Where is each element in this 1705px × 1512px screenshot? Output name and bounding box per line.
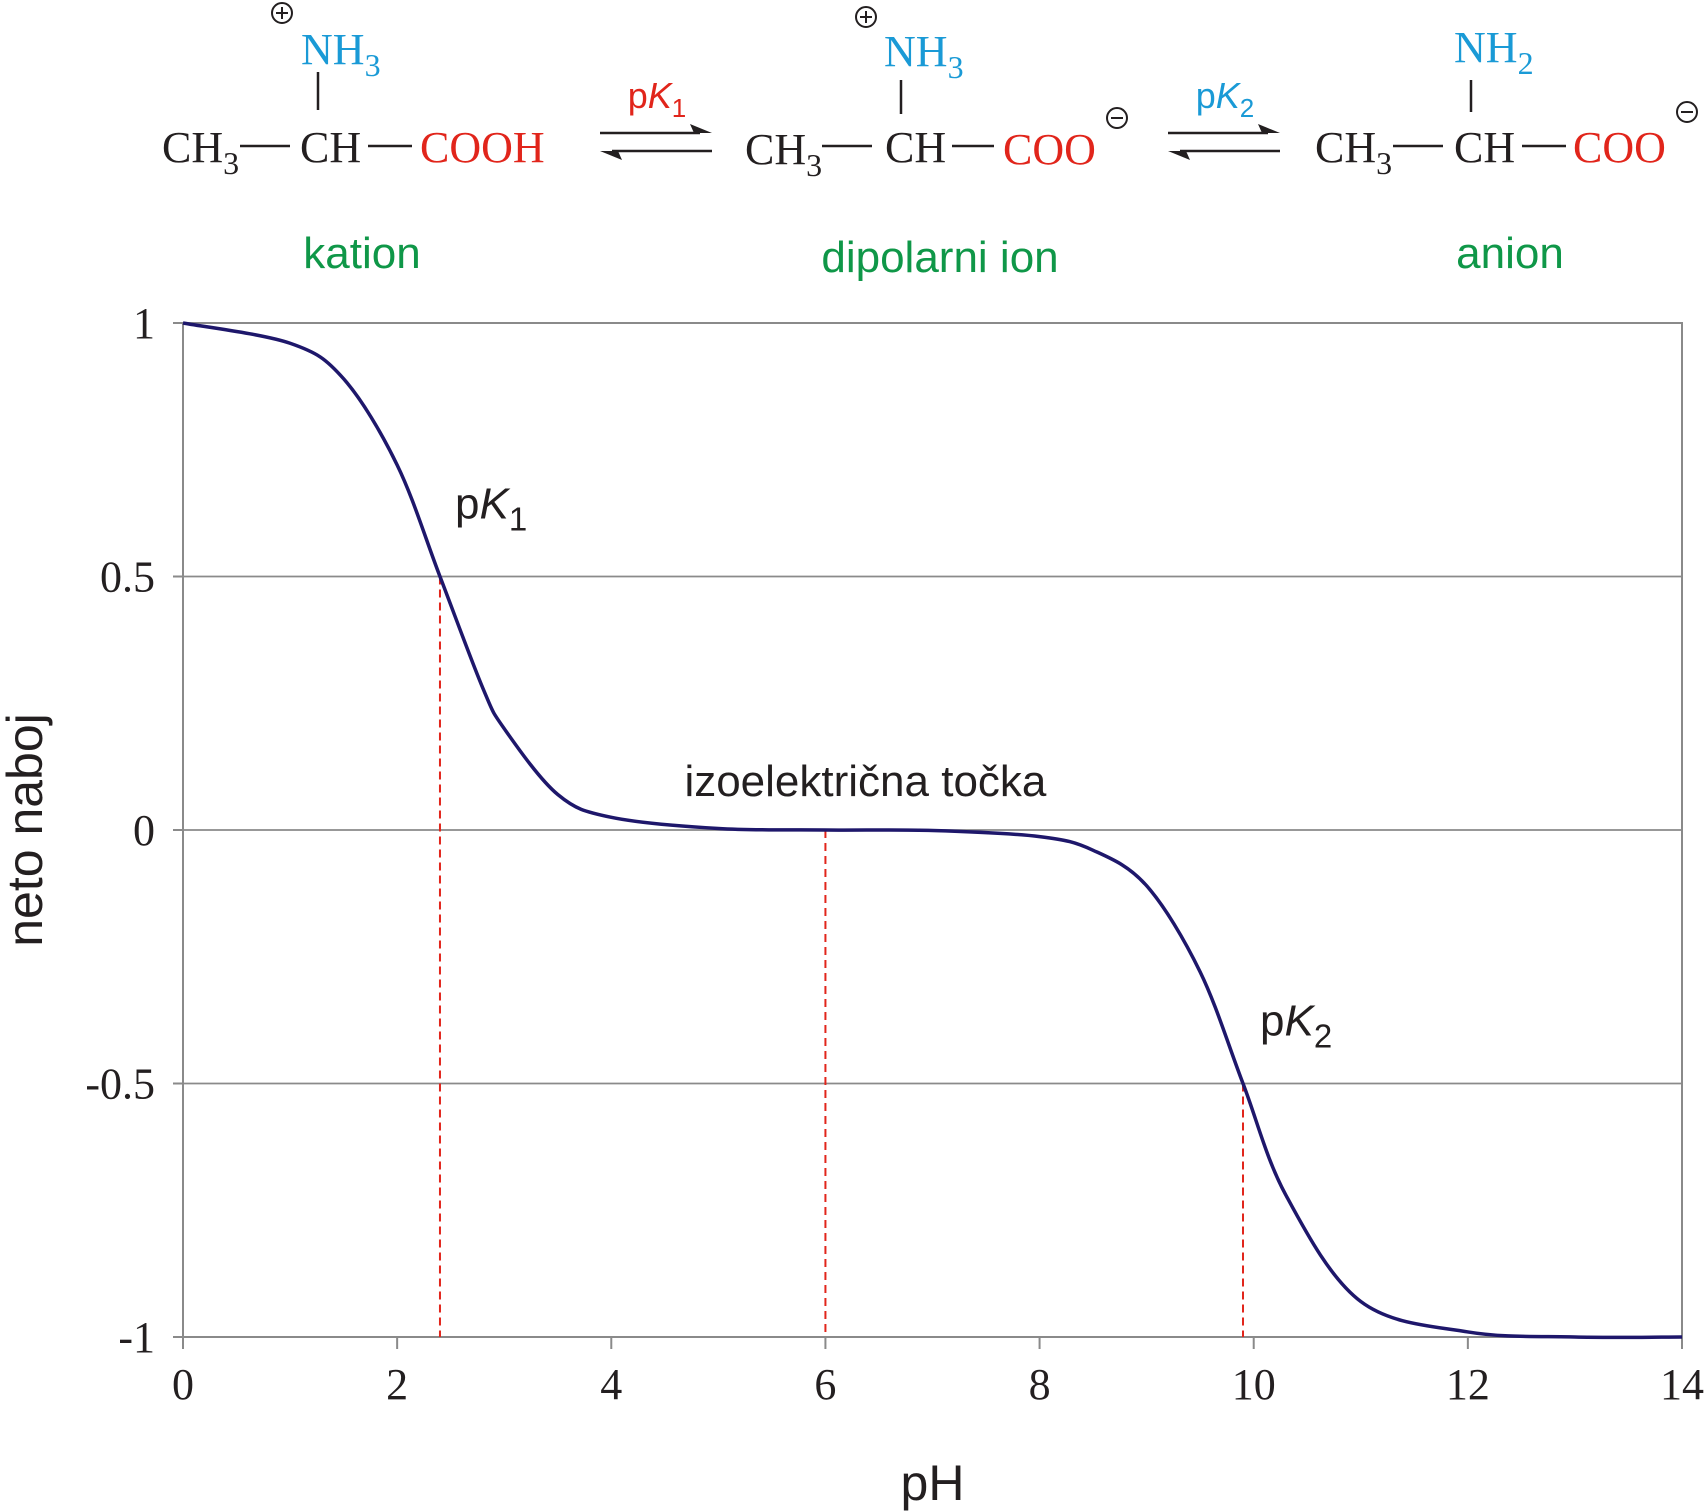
x-tick-label: 0 (172, 1360, 194, 1409)
positive-charge-icon (271, 2, 293, 24)
y-tick-label: -0.5 (85, 1060, 155, 1109)
carboxylate-group: COO (1573, 123, 1666, 172)
x-tick-label: 14 (1660, 1360, 1704, 1409)
x-tick-label: 8 (1029, 1360, 1051, 1409)
y-tick-label: 1 (133, 299, 155, 348)
methyl-group: CH3 (745, 125, 822, 183)
species-label-cation: kation (303, 229, 420, 278)
species-anion: CH3 CH COO NH2 anion (1315, 23, 1698, 278)
axes (173, 322, 1683, 1349)
amino-group: NH3 (301, 25, 381, 83)
net-charge-curve (182, 321, 1683, 1340)
x-tick-label: 12 (1446, 1360, 1490, 1409)
negative-charge-icon (1106, 107, 1128, 129)
carboxyl-group: COOH (420, 123, 545, 172)
x-tick-label: 10 (1232, 1360, 1276, 1409)
annotation-pk1: pK1 (455, 480, 527, 538)
guide-lines (438, 576, 1245, 1337)
y-axis-label: neto naboj (0, 713, 53, 947)
x-tick-label: 6 (814, 1360, 836, 1409)
amino-group: NH2 (1454, 23, 1534, 81)
methyl-group: CH3 (162, 123, 239, 181)
species-label-anion: anion (1456, 229, 1564, 278)
reaction-scheme: CH3 CH COOH NH3 kation pK1 CH3 (162, 2, 1698, 282)
species-label-zwitterion: dipolarni ion (821, 233, 1058, 282)
y-tick-label: -1 (118, 1313, 155, 1362)
amino-group: NH3 (884, 27, 964, 85)
annotation-isoelectric-point: izoelektrična točka (684, 757, 1046, 806)
y-tick-label: 0.5 (100, 553, 155, 602)
pk1-label: pK1 (628, 75, 687, 123)
annotation-pk2: pK2 (1260, 997, 1332, 1055)
alpha-carbon: CH (885, 123, 946, 172)
x-tick-label: 2 (386, 1360, 408, 1409)
carboxylate-group: COO (1003, 125, 1096, 174)
equilibrium-arrows-1: pK1 (600, 75, 712, 160)
positive-charge-icon (855, 6, 877, 28)
titration-chart: 1 0.5 0 -0.5 -1 0 2 4 6 8 10 12 14 pK1 izoelektrična … (0, 299, 1704, 1511)
x-axis-label: pH (901, 1455, 965, 1511)
grid-lines (183, 322, 1682, 1338)
y-tick-label: 0 (133, 806, 155, 855)
alpha-carbon: CH (300, 123, 361, 172)
methyl-group: CH3 (1315, 123, 1392, 181)
tick-labels: 1 0.5 0 -0.5 -1 0 2 4 6 8 10 12 14 (85, 299, 1704, 1409)
x-tick-label: 4 (600, 1360, 622, 1409)
negative-charge-icon (1676, 101, 1698, 123)
annotations: pK1 izoelektrična točka pK2 (455, 480, 1332, 1055)
pk2-label: pK2 (1196, 75, 1255, 123)
equilibrium-arrows-2: pK2 (1168, 75, 1280, 160)
species-cation: CH3 CH COOH NH3 kation (162, 2, 545, 278)
alpha-carbon: CH (1454, 123, 1515, 172)
species-zwitterion: CH3 CH COO NH3 dipolarni ion (745, 6, 1128, 282)
